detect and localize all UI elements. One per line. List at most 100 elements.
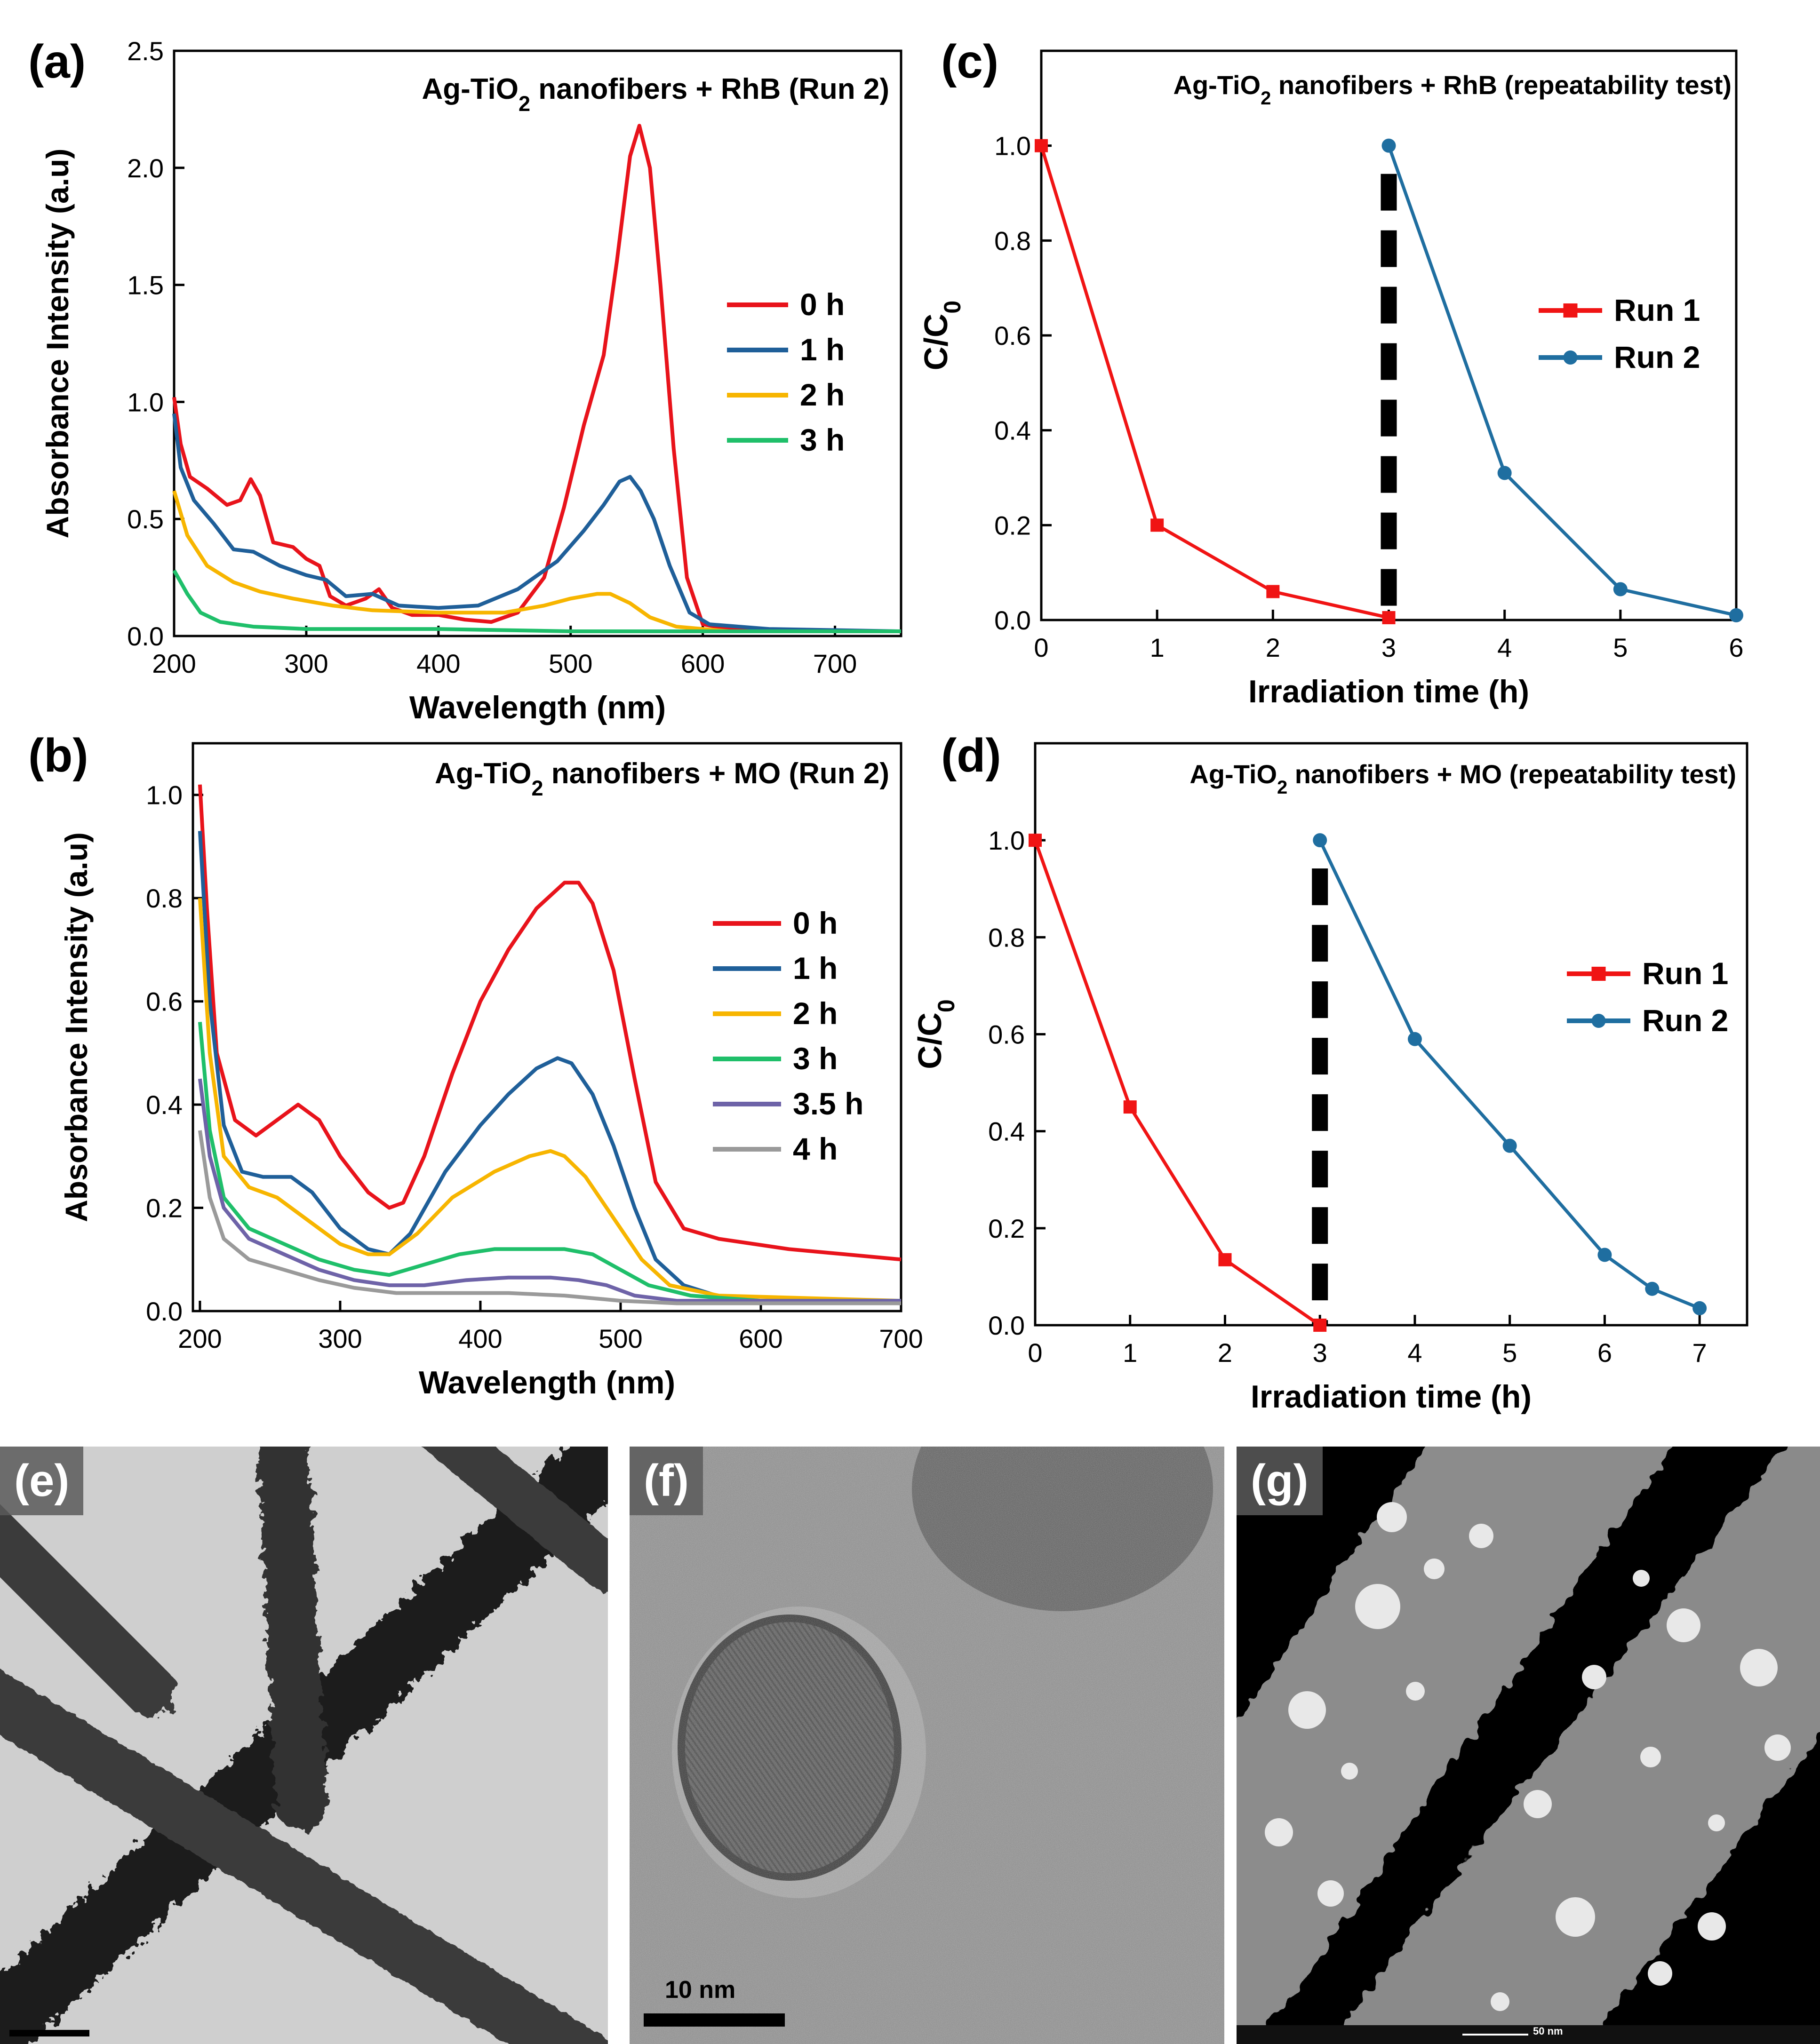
- panel-label-f: (f): [630, 1447, 703, 1515]
- chart-title-part: Ag-TiO: [435, 757, 532, 790]
- x-tick-label: 6: [1597, 1338, 1612, 1368]
- x-tick-label: 5: [1502, 1338, 1517, 1368]
- hrtem-drawing: [630, 1447, 1224, 2044]
- series-line-run-2: [1387, 145, 1737, 617]
- y-tick-label: 1.0: [127, 387, 164, 417]
- chart-title: Ag-TiO2 nanofibers + RhB (Run 2): [422, 73, 889, 116]
- chart-title-part: nanofibers + RhB (repeatability test): [1271, 70, 1732, 100]
- chart-title-part: Ag-TiO: [422, 73, 519, 105]
- data-point-marker: [1729, 608, 1743, 622]
- x-tick-label: 6: [1729, 633, 1743, 662]
- chart-c: 0 1 2 3 4 5 6 0.0 0.2 0.4 0.6 0.8 1.0 Irradiation tim…: [918, 35, 1744, 709]
- legend-label: 1 h: [793, 951, 838, 986]
- data-point-marker: [1381, 138, 1396, 153]
- chart-title-part: nanofibers + MO (Run 2): [543, 757, 889, 790]
- y-tick-label: 1.5: [127, 270, 164, 300]
- legend-label: 2 h: [800, 377, 845, 412]
- y-tick-label: 0.8: [994, 226, 1031, 255]
- data-point-marker: [1313, 833, 1327, 848]
- chart-title-part: nanofibers + RhB (Run 2): [530, 73, 889, 105]
- data-point-marker: [1597, 1248, 1612, 1262]
- x-tick-label: 4: [1497, 633, 1512, 662]
- x-tick-label: 500: [599, 1324, 642, 1353]
- legend-label: Run 1: [1614, 293, 1700, 327]
- y-tick-label: 0.8: [988, 923, 1025, 952]
- x-tick-label: 3: [1313, 1338, 1327, 1368]
- plot-frame: [173, 49, 902, 637]
- data-point-marker: [1497, 466, 1512, 480]
- data-point-marker: [1613, 582, 1628, 596]
- data-point-marker: [1035, 139, 1048, 152]
- y-tick-label: 0.5: [127, 504, 164, 534]
- legend-label: 3 h: [793, 1041, 838, 1076]
- y-axis-label-sub: 0: [933, 999, 959, 1012]
- y-tick-label: 0.6: [988, 1020, 1025, 1050]
- x-tick-label: 5: [1613, 633, 1628, 662]
- x-tick-label: 7: [1692, 1338, 1707, 1368]
- y-axis-label: C/C0: [918, 301, 966, 370]
- y-axis-label: Absorbance Intensity (a.u): [40, 149, 75, 539]
- data-point-marker: [1382, 611, 1396, 624]
- x-tick-label: 400: [416, 649, 460, 678]
- x-tick-label: 1: [1150, 633, 1165, 662]
- scale-bar-label-g: 50 nm: [1533, 2025, 1563, 2037]
- series-line-4-h: [198, 1130, 901, 1305]
- data-point-marker: [1502, 1138, 1517, 1153]
- x-tick-label: 1: [1123, 1338, 1137, 1368]
- chart-d: 0 1 2 3 4 5 6 7 0.0 0.2 0.4 0.6 0.8 1.0 Irradiation ti…: [911, 729, 1748, 1415]
- legend-label: 3.5 h: [793, 1086, 863, 1121]
- y-tick-label: 2.0: [127, 153, 164, 183]
- chart-title: Ag-TiO2 nanofibers + MO (Run 2): [435, 757, 889, 800]
- tem-nanofibers-image: (e): [0, 1447, 608, 2044]
- y-tick-label: 0.4: [146, 1090, 183, 1120]
- x-tick-label: 700: [879, 1324, 923, 1353]
- series-line-3-h: [172, 569, 901, 633]
- x-tick-label: 4: [1407, 1338, 1422, 1368]
- x-tick-label: 300: [318, 1324, 362, 1353]
- legend-label: 0 h: [793, 906, 838, 940]
- series-line-run-1: [1033, 840, 1321, 1327]
- chart-title: Ag-TiO2 nanofibers + RhB (repeatability …: [1173, 70, 1732, 109]
- y-tick-label: 0.6: [146, 987, 183, 1017]
- x-tick-label: 600: [739, 1324, 782, 1353]
- series-line-run-2: [1318, 839, 1700, 1310]
- data-point-marker: [1029, 834, 1042, 847]
- series-line-0-h: [172, 124, 901, 633]
- stem-drawing: [1237, 1447, 1820, 2044]
- y-tick-label: 0.2: [988, 1214, 1025, 1243]
- x-tick-label: 600: [681, 649, 725, 678]
- panel-label-d: (d): [941, 729, 1001, 782]
- legend-label: Run 2: [1614, 340, 1700, 374]
- x-tick-label: 500: [549, 649, 592, 678]
- legend-marker: [1563, 303, 1578, 318]
- plot-frame: [192, 742, 902, 1312]
- x-tick-label: 200: [152, 649, 196, 678]
- y-tick-label: 0.0: [988, 1311, 1025, 1340]
- x-tick-label: 400: [458, 1324, 502, 1353]
- chart-title-part: 2: [1277, 777, 1287, 798]
- chart-title: Ag-TiO2 nanofibers + MO (repeatability t…: [1189, 759, 1736, 798]
- x-tick-label: 0: [1028, 1338, 1042, 1368]
- series-line-0-h: [198, 784, 902, 1262]
- y-tick-label: 0.8: [146, 883, 183, 913]
- y-tick-label: 0.0: [994, 605, 1031, 635]
- scale-bar-label-f: 10 nm: [665, 1976, 736, 2004]
- x-tick-label: 0: [1034, 633, 1048, 662]
- panel-label-a: (a): [28, 35, 86, 88]
- x-tick-label: 700: [813, 649, 857, 678]
- series-line-1-h: [198, 831, 901, 1303]
- x-axis-label: Wavelength (nm): [409, 690, 666, 725]
- data-point-marker: [1692, 1301, 1707, 1315]
- panel-label-e: (e): [0, 1447, 84, 1515]
- x-tick-label: 200: [178, 1324, 222, 1353]
- series-line-3-5-h: [198, 1078, 901, 1303]
- data-point-marker: [1645, 1281, 1660, 1296]
- x-tick-label: 2: [1218, 1338, 1232, 1368]
- chart-title-part: 2: [1261, 88, 1271, 109]
- legend-label: 3 h: [800, 422, 845, 457]
- chart-title-part: Ag-TiO: [1173, 70, 1261, 100]
- y-axis-label: Absorbance Intensity (a.u): [59, 832, 94, 1222]
- series-line-1-h: [172, 413, 902, 633]
- y-tick-label: 0.4: [994, 416, 1031, 445]
- chart-title-part: nanofibers + MO (repeatability test): [1287, 759, 1736, 789]
